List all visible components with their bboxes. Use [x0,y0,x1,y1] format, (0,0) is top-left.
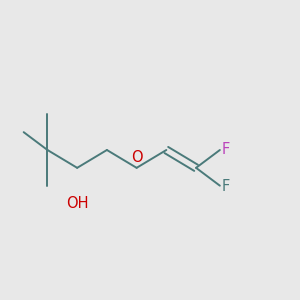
Text: O: O [131,150,142,165]
Text: F: F [222,142,230,157]
Text: OH: OH [66,196,88,211]
Text: F: F [222,179,230,194]
